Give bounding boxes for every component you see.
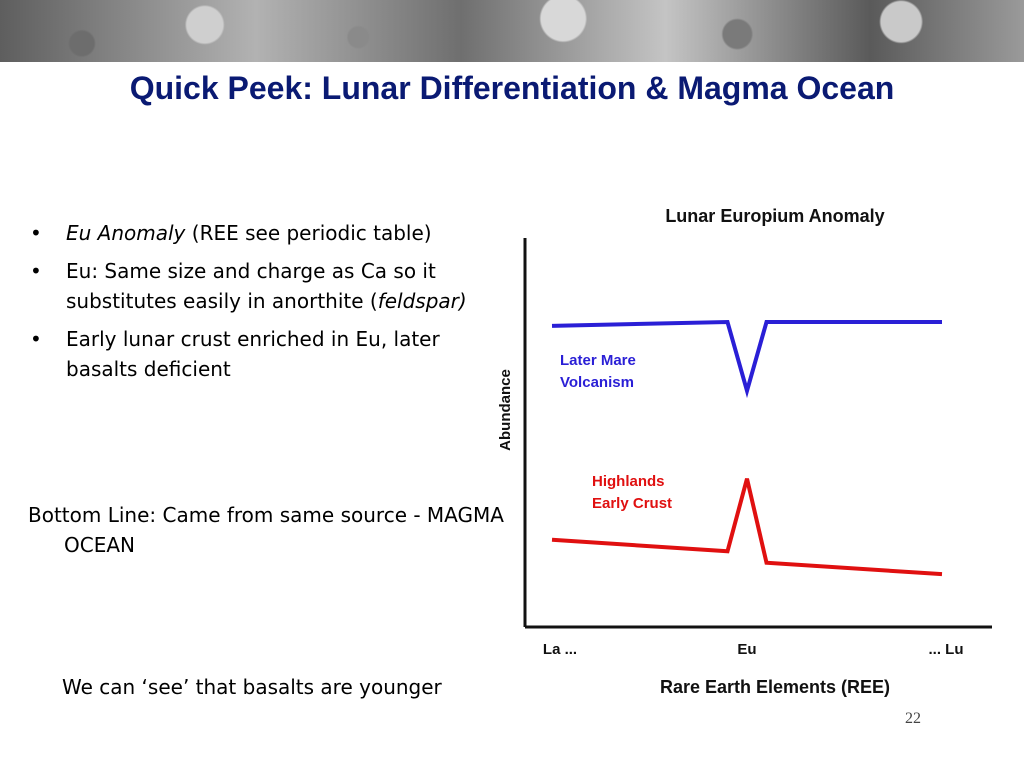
- series-line-1: [551, 478, 943, 577]
- y-axis-label: Abundance: [497, 369, 514, 451]
- bottom-line-text: Bottom Line: Came from same source - MAG…: [28, 503, 504, 557]
- bullet-text: Early lunar crust enriched in Eu, later …: [66, 327, 440, 381]
- x-tick-label: La ...: [543, 641, 577, 658]
- bullet-dot: •: [30, 327, 42, 351]
- series-label-highlands-line2: Early Crust: [592, 495, 672, 512]
- bullet-item-substitution: • Eu: Same size and charge as Ca so it s…: [30, 256, 500, 316]
- series-label-mare-line2: Volcanism: [560, 374, 634, 391]
- page-number: 22: [905, 710, 921, 727]
- bullet-dot: •: [30, 221, 42, 245]
- bullet-text: Eu: Same size and charge as Ca so it sub…: [66, 259, 436, 313]
- bullet-list: • Eu Anomaly (REE see periodic table) • …: [30, 218, 500, 392]
- series-label-mare-line1: Later Mare: [560, 352, 636, 369]
- europium-anomaly-chart: Lunar Europium Anomaly Abundance Rare Ea…: [497, 206, 992, 697]
- x-tick-label: ... Lu: [929, 641, 964, 658]
- lunar-surface-banner: [0, 0, 1024, 62]
- bullet-dot: •: [30, 259, 42, 283]
- series-lines: [551, 320, 943, 577]
- bullet-item-eu-anomaly: • Eu Anomaly (REE see periodic table): [30, 218, 500, 248]
- bullet-italic-term: Eu Anomaly: [66, 221, 186, 245]
- chart-title: Lunar Europium Anomaly: [665, 206, 884, 226]
- bullet-italic-term: feldspar): [377, 289, 467, 313]
- x-axis-label: Rare Earth Elements (REE): [660, 677, 890, 697]
- footnote-text: We can ‘see’ that basalts are younger: [62, 675, 442, 699]
- bullet-text: (REE see periodic table): [185, 221, 432, 245]
- bullet-item-crust: • Early lunar crust enriched in Eu, late…: [30, 324, 500, 384]
- slide-title: Quick Peek: Lunar Differentiation & Magm…: [129, 70, 895, 106]
- x-tick-label: Eu: [737, 641, 756, 658]
- x-tick-labels: La ... Eu ... Lu: [543, 641, 964, 658]
- series-line-0: [551, 320, 942, 399]
- series-label-highlands-line1: Highlands: [592, 473, 665, 490]
